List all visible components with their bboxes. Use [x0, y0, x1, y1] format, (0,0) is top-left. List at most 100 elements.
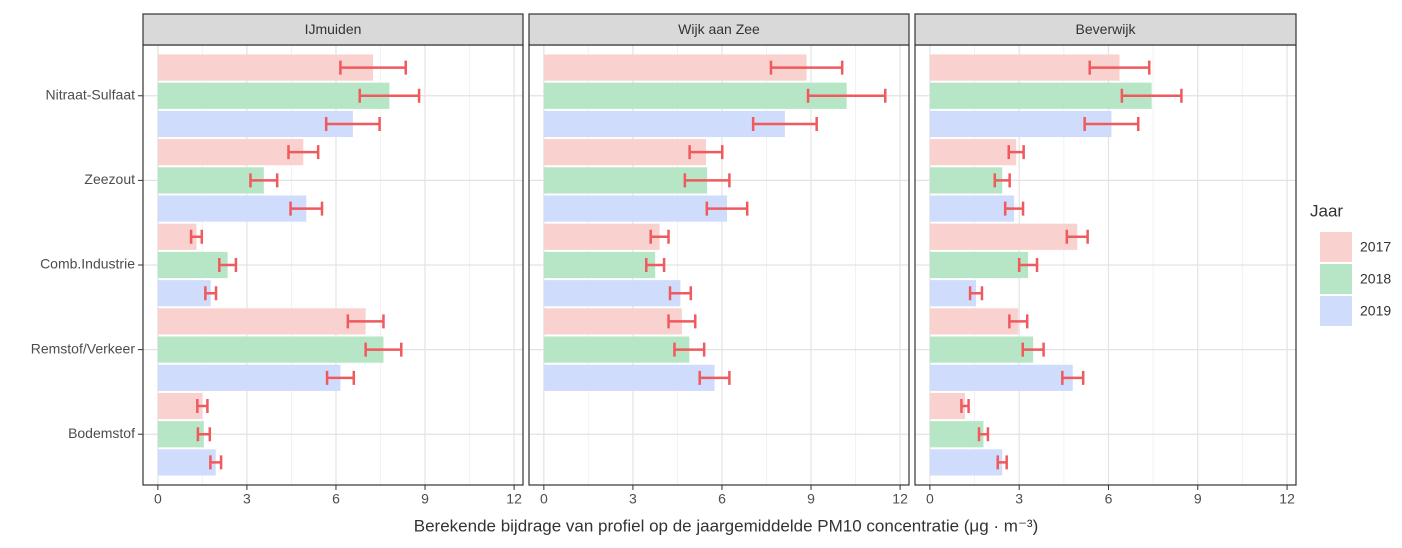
error-bar — [668, 286, 693, 301]
error-bar — [189, 229, 204, 244]
legend-label: 2019 — [1360, 303, 1391, 319]
facet-title: Beverwijk — [1076, 21, 1137, 37]
legend-title: Jaar — [1310, 201, 1343, 220]
x-tick-label: 6 — [332, 491, 340, 507]
bar — [929, 421, 984, 448]
bar — [929, 54, 1120, 81]
bar — [929, 392, 966, 420]
bar — [157, 421, 204, 448]
error-bar — [249, 173, 279, 188]
x-tick-label: 12 — [1279, 491, 1295, 507]
facet-title: IJmuiden — [305, 21, 362, 37]
y-tick-label: Nitraat-Sulfaat — [46, 86, 136, 102]
error-bar — [196, 427, 212, 442]
error-bar — [287, 145, 320, 160]
bar — [929, 308, 1019, 335]
bar — [157, 308, 366, 335]
error-bar — [1065, 229, 1089, 244]
error-bar — [324, 116, 381, 131]
error-bar — [688, 145, 724, 160]
bar — [929, 364, 1073, 391]
bar — [157, 82, 390, 109]
bar — [543, 336, 690, 363]
legend-key — [1320, 296, 1352, 326]
error-bar — [673, 342, 706, 357]
error-bar — [325, 370, 356, 385]
bar — [543, 364, 715, 391]
error-bar — [769, 60, 844, 75]
y-tick-label: Bodemstof — [68, 425, 135, 441]
bar — [929, 195, 1015, 222]
bar — [157, 110, 353, 138]
bar — [929, 167, 1003, 194]
bar — [157, 251, 228, 279]
error-bar — [698, 370, 731, 385]
bar — [929, 139, 1017, 166]
x-tick-label: 0 — [926, 491, 934, 507]
x-tick-label: 0 — [154, 491, 162, 507]
error-bar — [289, 201, 324, 216]
error-bar — [1120, 88, 1183, 103]
bar — [929, 280, 977, 307]
x-tick-label: 12 — [506, 491, 522, 507]
bar — [543, 308, 682, 335]
error-bar — [649, 229, 670, 244]
error-bar — [996, 455, 1008, 470]
bar — [157, 167, 264, 194]
error-bar — [960, 399, 970, 414]
legend-key — [1320, 264, 1352, 294]
error-bar — [1017, 258, 1039, 272]
bar — [157, 280, 211, 307]
bar — [929, 110, 1112, 138]
bar — [929, 449, 1003, 476]
bar — [157, 195, 307, 222]
error-bar — [645, 258, 666, 272]
bar — [543, 54, 807, 81]
bar — [929, 223, 1078, 250]
facet-strip — [914, 13, 1297, 46]
bar — [543, 167, 708, 194]
bar — [543, 223, 660, 250]
error-bar — [1008, 314, 1029, 329]
x-tick-label: 12 — [892, 491, 908, 507]
error-bar — [1021, 342, 1045, 357]
x-tick-label: 6 — [1105, 491, 1113, 507]
error-bar — [1007, 145, 1025, 160]
bar — [157, 364, 341, 391]
bar — [543, 195, 728, 222]
x-tick-label: 3 — [629, 491, 637, 507]
bar — [543, 251, 656, 279]
bar — [543, 82, 847, 109]
y-tick-label: Comb.Industrie — [40, 256, 135, 272]
bar — [929, 82, 1152, 109]
error-bar — [1003, 201, 1025, 216]
error-bar — [806, 88, 887, 103]
x-tick-label: 9 — [421, 491, 429, 507]
bar — [543, 110, 785, 138]
x-axis-label: Berekende bijdrage van profiel op de jaa… — [414, 516, 1039, 535]
error-bar — [968, 286, 984, 301]
bar — [157, 139, 304, 166]
facet-title: Wijk aan Zee — [678, 21, 760, 37]
x-tick-label: 0 — [540, 491, 548, 507]
facet-strip — [528, 13, 910, 46]
x-tick-label: 9 — [1194, 491, 1202, 507]
legend-label: 2017 — [1360, 239, 1391, 255]
error-bar — [1088, 60, 1151, 75]
y-tick-label: Remstof/Verkeer — [31, 340, 136, 356]
error-bar — [667, 314, 697, 329]
legend-label: 2018 — [1360, 271, 1391, 287]
x-tick-label: 9 — [807, 491, 815, 507]
error-bar — [1083, 116, 1140, 131]
error-bar — [196, 399, 209, 414]
error-bar — [339, 60, 407, 75]
y-tick-label: Zeezout — [84, 171, 135, 187]
x-tick-label: 6 — [718, 491, 726, 507]
bar — [157, 392, 203, 420]
error-bar — [977, 427, 990, 442]
bar — [157, 54, 374, 81]
legend-key — [1320, 232, 1352, 262]
facet-strip — [142, 13, 524, 46]
error-bar — [993, 173, 1011, 188]
